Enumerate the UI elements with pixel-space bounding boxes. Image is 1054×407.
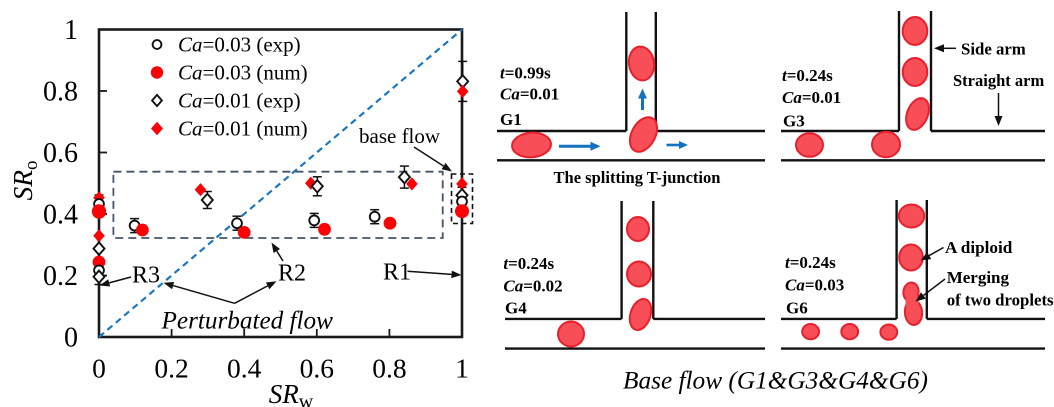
svg-text:Side arm: Side arm xyxy=(961,40,1026,59)
svg-text:Ca=0.01 (num): Ca=0.01 (num) xyxy=(178,117,308,141)
svg-text:Ca=0.03: Ca=0.03 xyxy=(785,276,844,295)
svg-text:SRw: SRw xyxy=(269,379,314,407)
svg-text:1: 1 xyxy=(64,15,78,46)
svg-text:Perturbated flow: Perturbated flow xyxy=(161,307,334,334)
svg-text:G1: G1 xyxy=(500,110,522,129)
svg-text:Straight arm: Straight arm xyxy=(953,71,1044,90)
svg-text:R2: R2 xyxy=(278,261,306,287)
svg-text:of two droplets: of two droplets xyxy=(947,291,1054,310)
svg-text:Ca=0.01: Ca=0.01 xyxy=(500,85,559,104)
svg-text:0.2: 0.2 xyxy=(43,261,78,292)
svg-text:0: 0 xyxy=(92,353,106,384)
svg-text:t=0.99s: t=0.99s xyxy=(500,64,551,83)
svg-text:Ca=0.03 (num): Ca=0.03 (num) xyxy=(178,61,308,85)
svg-text:0.8: 0.8 xyxy=(372,353,406,384)
svg-text:t=0.24s: t=0.24s xyxy=(782,66,833,85)
svg-text:0.4: 0.4 xyxy=(43,200,78,231)
svg-text:0.8: 0.8 xyxy=(43,77,78,108)
svg-text:Base flow (G1&G3&G4&G6): Base flow (G1&G3&G4&G6) xyxy=(623,367,928,395)
svg-text:R1: R1 xyxy=(383,260,411,286)
svg-text:t=0.24s: t=0.24s xyxy=(503,254,554,273)
svg-text:1: 1 xyxy=(455,353,469,384)
svg-text:base flow: base flow xyxy=(359,124,441,148)
svg-text:Merging: Merging xyxy=(947,268,1010,287)
svg-text:Ca=0.02: Ca=0.02 xyxy=(503,277,562,296)
svg-text:0.6: 0.6 xyxy=(300,353,334,384)
svg-text:0: 0 xyxy=(64,323,78,354)
svg-text:Ca=0.03 (exp): Ca=0.03 (exp) xyxy=(178,33,301,57)
svg-text:The splitting T-junction: The splitting T-junction xyxy=(554,168,721,187)
svg-text:SRo: SRo xyxy=(7,160,42,200)
svg-text:G6: G6 xyxy=(786,299,808,318)
svg-text:0.4: 0.4 xyxy=(227,353,262,384)
svg-text:R3: R3 xyxy=(132,263,160,289)
svg-text:G3: G3 xyxy=(783,112,805,131)
svg-text:0.2: 0.2 xyxy=(154,353,188,384)
svg-text:t=0.24s: t=0.24s xyxy=(785,253,836,272)
svg-text:Ca=0.01 (exp): Ca=0.01 (exp) xyxy=(178,89,301,113)
svg-text:Ca=0.01: Ca=0.01 xyxy=(782,88,841,107)
svg-text:G4: G4 xyxy=(505,299,527,318)
svg-text:0.6: 0.6 xyxy=(43,138,78,169)
svg-text:A diploid: A diploid xyxy=(945,238,1013,257)
